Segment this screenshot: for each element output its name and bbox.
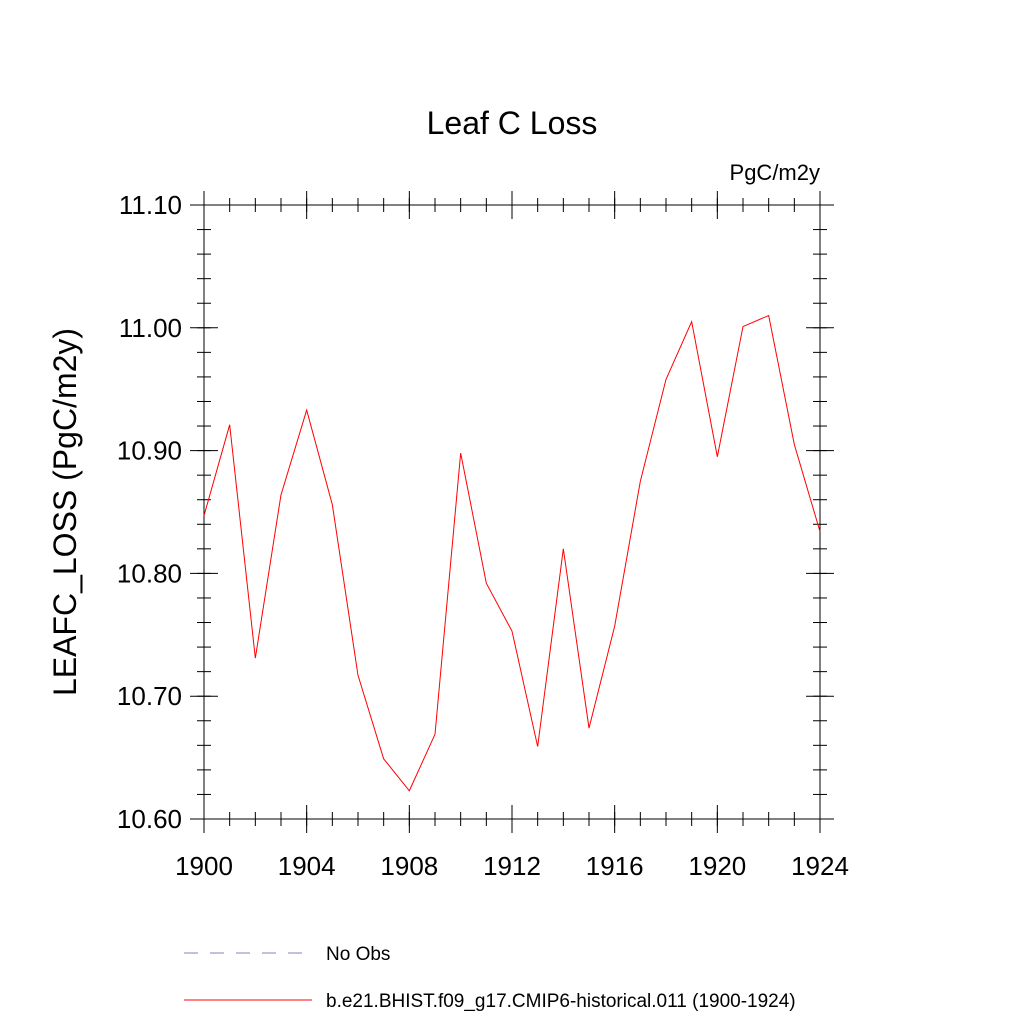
legend: No Obs b.e21.BHIST.f09_g17.CMIP6-historic… — [184, 944, 796, 1012]
chart-title: Leaf C Loss — [427, 105, 598, 141]
series-layer — [203, 314, 821, 792]
y-tick-label: 10.80 — [117, 558, 182, 588]
legend-label: b.e21.BHIST.f09_g17.CMIP6-historical.011… — [326, 991, 796, 1012]
y-tick-label: 10.90 — [117, 436, 182, 466]
plot-frame — [203, 204, 821, 820]
y-tick-label: 10.60 — [117, 804, 182, 834]
plot-border — [203, 204, 821, 820]
y-axis-label: LEAFC_LOSS (PgC/m2y) — [47, 328, 83, 696]
series-line — [203, 314, 821, 792]
x-tick-label: 1904 — [278, 851, 336, 881]
legend-item: No Obs — [184, 944, 390, 965]
minor-ticks — [197, 198, 827, 826]
y-tick-label: 11.00 — [119, 313, 182, 343]
x-tick-label: 1924 — [791, 851, 849, 881]
y-tick-labels: 10.60 10.70 10.80 10.90 11.00 11.10 — [117, 190, 182, 834]
units-label: PgC/m2y — [730, 160, 820, 185]
x-tick-label: 1916 — [586, 851, 644, 881]
y-tick-label: 11.10 — [119, 190, 182, 220]
x-tick-label: 1900 — [175, 851, 233, 881]
major-ticks — [190, 191, 834, 833]
legend-item: b.e21.BHIST.f09_g17.CMIP6-historical.011… — [184, 991, 796, 1012]
y-tick-label: 10.70 — [117, 681, 182, 711]
x-tick-label: 1920 — [688, 851, 746, 881]
x-tick-label: 1908 — [380, 851, 438, 881]
legend-label: No Obs — [326, 944, 390, 965]
x-tick-labels: 1900 1904 1908 1912 1916 1920 1924 — [175, 851, 849, 881]
x-tick-label: 1912 — [483, 851, 541, 881]
